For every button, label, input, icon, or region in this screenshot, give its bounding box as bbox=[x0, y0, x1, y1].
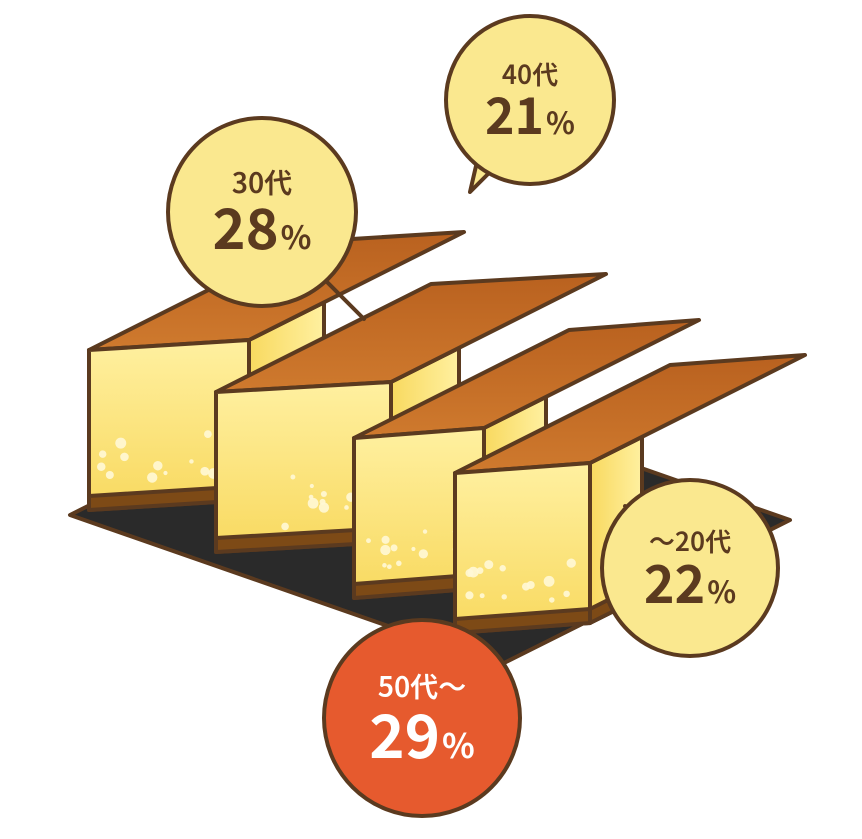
stat-bubble-age40: 40代21% bbox=[444, 14, 616, 186]
bubble-percentage: 28% bbox=[213, 197, 312, 256]
stat-bubble-age30: 30代28% bbox=[166, 116, 358, 308]
bubble-percentage: 29% bbox=[369, 701, 475, 764]
stat-bubble-age20: ～20代22% bbox=[600, 478, 780, 658]
bubble-pct-value: 22 bbox=[644, 554, 705, 609]
bubble-pct-unit: % bbox=[546, 106, 575, 138]
bubble-percentage: 21% bbox=[485, 87, 575, 140]
bubble-percentage: 22% bbox=[644, 554, 736, 609]
bubble-pct-unit: % bbox=[442, 726, 475, 762]
bubble-pct-unit: % bbox=[281, 220, 312, 254]
infographic-stage: 40代21% 30代28% ～20代22% 50代～29% bbox=[0, 0, 862, 839]
bubble-pct-unit: % bbox=[707, 575, 736, 607]
stat-bubble-age50: 50代～29% bbox=[322, 618, 522, 818]
bubble-pct-value: 28 bbox=[213, 197, 279, 256]
bubble-pct-value: 21 bbox=[485, 87, 544, 140]
bubble-pct-value: 29 bbox=[369, 701, 440, 764]
